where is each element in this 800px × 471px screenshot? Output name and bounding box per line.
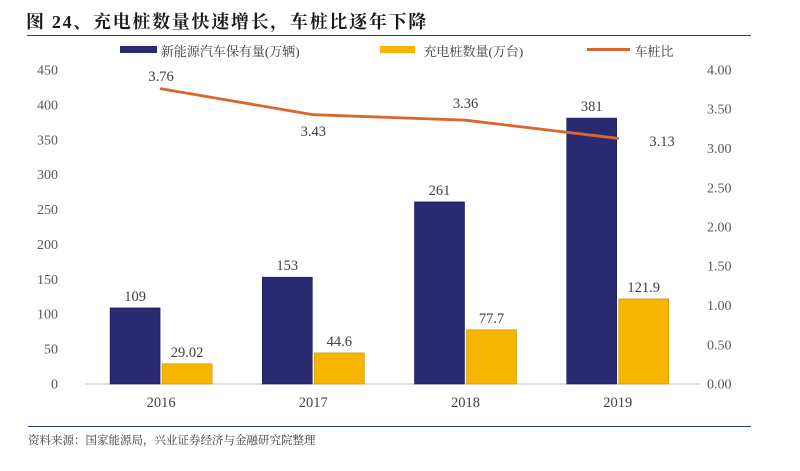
svg-text:381: 381 bbox=[581, 99, 603, 115]
svg-text:1.50: 1.50 bbox=[707, 260, 732, 275]
svg-text:1.00: 1.00 bbox=[707, 299, 732, 314]
svg-text:44.6: 44.6 bbox=[327, 334, 352, 350]
svg-text:3.36: 3.36 bbox=[453, 96, 478, 112]
svg-text:121.9: 121.9 bbox=[627, 280, 660, 296]
svg-text:400: 400 bbox=[37, 98, 58, 113]
svg-text:2017: 2017 bbox=[299, 395, 328, 411]
svg-text:0: 0 bbox=[51, 378, 58, 393]
svg-text:0.50: 0.50 bbox=[707, 338, 732, 353]
svg-text:2019: 2019 bbox=[603, 395, 632, 411]
svg-text:200: 200 bbox=[37, 238, 58, 253]
svg-text:100: 100 bbox=[37, 308, 58, 323]
svg-text:2.00: 2.00 bbox=[707, 221, 732, 236]
svg-text:3.43: 3.43 bbox=[301, 124, 326, 140]
svg-text:3.76: 3.76 bbox=[148, 69, 173, 85]
svg-text:2016: 2016 bbox=[147, 395, 176, 411]
svg-text:350: 350 bbox=[37, 133, 58, 148]
svg-text:77.7: 77.7 bbox=[479, 311, 504, 327]
svg-text:2.50: 2.50 bbox=[707, 181, 732, 196]
svg-text:3.13: 3.13 bbox=[649, 134, 674, 150]
svg-text:2018: 2018 bbox=[451, 395, 480, 411]
svg-text:0.00: 0.00 bbox=[707, 378, 732, 393]
svg-text:29.02: 29.02 bbox=[171, 345, 204, 361]
svg-text:261: 261 bbox=[429, 183, 451, 199]
svg-text:450: 450 bbox=[37, 64, 58, 79]
svg-text:3.00: 3.00 bbox=[707, 142, 732, 157]
svg-text:50: 50 bbox=[44, 343, 58, 358]
svg-text:250: 250 bbox=[37, 203, 58, 218]
svg-text:3.50: 3.50 bbox=[707, 103, 732, 118]
svg-text:153: 153 bbox=[276, 258, 298, 274]
svg-text:109: 109 bbox=[124, 289, 146, 305]
svg-text:150: 150 bbox=[37, 273, 58, 288]
svg-text:300: 300 bbox=[37, 168, 58, 183]
svg-text:4.00: 4.00 bbox=[707, 64, 732, 79]
